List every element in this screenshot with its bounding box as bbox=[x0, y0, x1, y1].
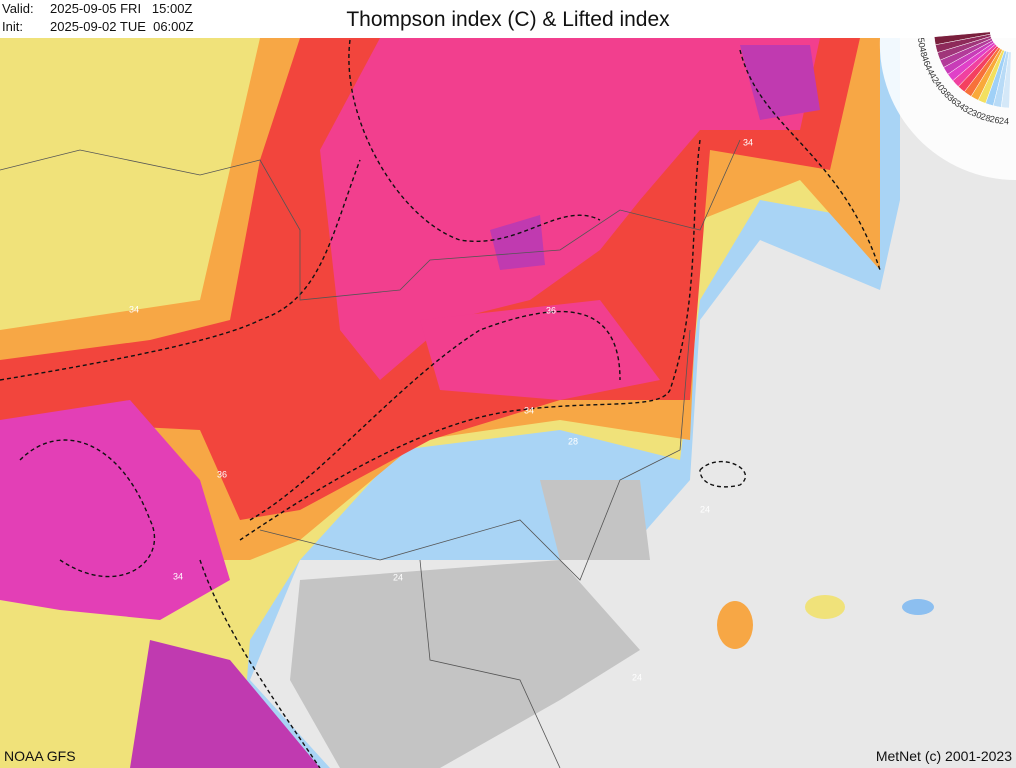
legend-label: 30 bbox=[970, 108, 983, 121]
contour-label: 34 bbox=[129, 304, 139, 314]
field-pink bbox=[320, 38, 820, 380]
field-gray bbox=[290, 560, 640, 768]
contour-label: 36 bbox=[546, 305, 556, 315]
contour-line bbox=[19, 439, 156, 578]
borders bbox=[0, 139, 741, 768]
map-title: Thompson index (C) & Lifted index bbox=[346, 8, 670, 31]
model-source: NOAA GFS bbox=[4, 748, 76, 764]
contour-line bbox=[0, 159, 361, 381]
valid-time: 2025-09-05 FRI 15:00Z bbox=[50, 1, 193, 16]
contour-label: 28 bbox=[568, 436, 578, 446]
legend-label: 48 bbox=[917, 46, 929, 58]
init-time: 2025-09-02 TUE 06:00Z bbox=[50, 19, 194, 34]
contour-label: 24 bbox=[632, 672, 642, 682]
border-line bbox=[419, 559, 561, 768]
contour-line bbox=[199, 559, 321, 768]
contour-line bbox=[239, 139, 701, 541]
valid-label: Valid: bbox=[2, 1, 34, 16]
field-magenta bbox=[0, 400, 230, 620]
legend-label: 44 bbox=[923, 63, 936, 76]
contour-label: 34 bbox=[524, 405, 534, 415]
contour-line bbox=[348, 39, 601, 242]
contour-label: 34 bbox=[173, 571, 183, 581]
contour-line bbox=[739, 49, 881, 271]
credit: MetNet (c) 2001-2023 bbox=[875, 748, 1012, 764]
legend-label: 24 bbox=[999, 116, 1010, 127]
legend-label: 50 bbox=[916, 37, 927, 48]
field-pink bbox=[420, 300, 660, 400]
legend-label: 28 bbox=[979, 111, 991, 123]
contours bbox=[0, 39, 881, 768]
legend-label: 40 bbox=[933, 79, 947, 93]
contour-label: 24 bbox=[393, 572, 403, 582]
field-magenta bbox=[740, 45, 820, 120]
legend-label: 32 bbox=[961, 103, 975, 117]
border-line bbox=[0, 139, 741, 301]
init-label: Init: bbox=[2, 19, 23, 34]
field-magenta bbox=[130, 640, 320, 768]
contour-label: 24 bbox=[700, 504, 710, 514]
contour-line bbox=[699, 460, 747, 488]
legend-label: 46 bbox=[920, 55, 933, 68]
contour-labels: 34 36 34 28 36 34 24 24 24 34 bbox=[129, 137, 753, 682]
contour-label: 34 bbox=[743, 137, 753, 147]
legend-label: 26 bbox=[989, 114, 1001, 126]
field-orange bbox=[717, 601, 753, 649]
legend-label: 42 bbox=[927, 71, 941, 85]
field-yellow bbox=[805, 595, 845, 619]
contour-label: 36 bbox=[217, 469, 227, 479]
legend-swatch bbox=[1000, 51, 1012, 109]
field-lightblue bbox=[902, 599, 934, 615]
legend-label: 34 bbox=[953, 98, 967, 112]
field-gray bbox=[540, 480, 650, 560]
legend-label: 36 bbox=[946, 92, 960, 106]
border-line bbox=[259, 329, 691, 581]
legend-label: 38 bbox=[939, 86, 953, 100]
